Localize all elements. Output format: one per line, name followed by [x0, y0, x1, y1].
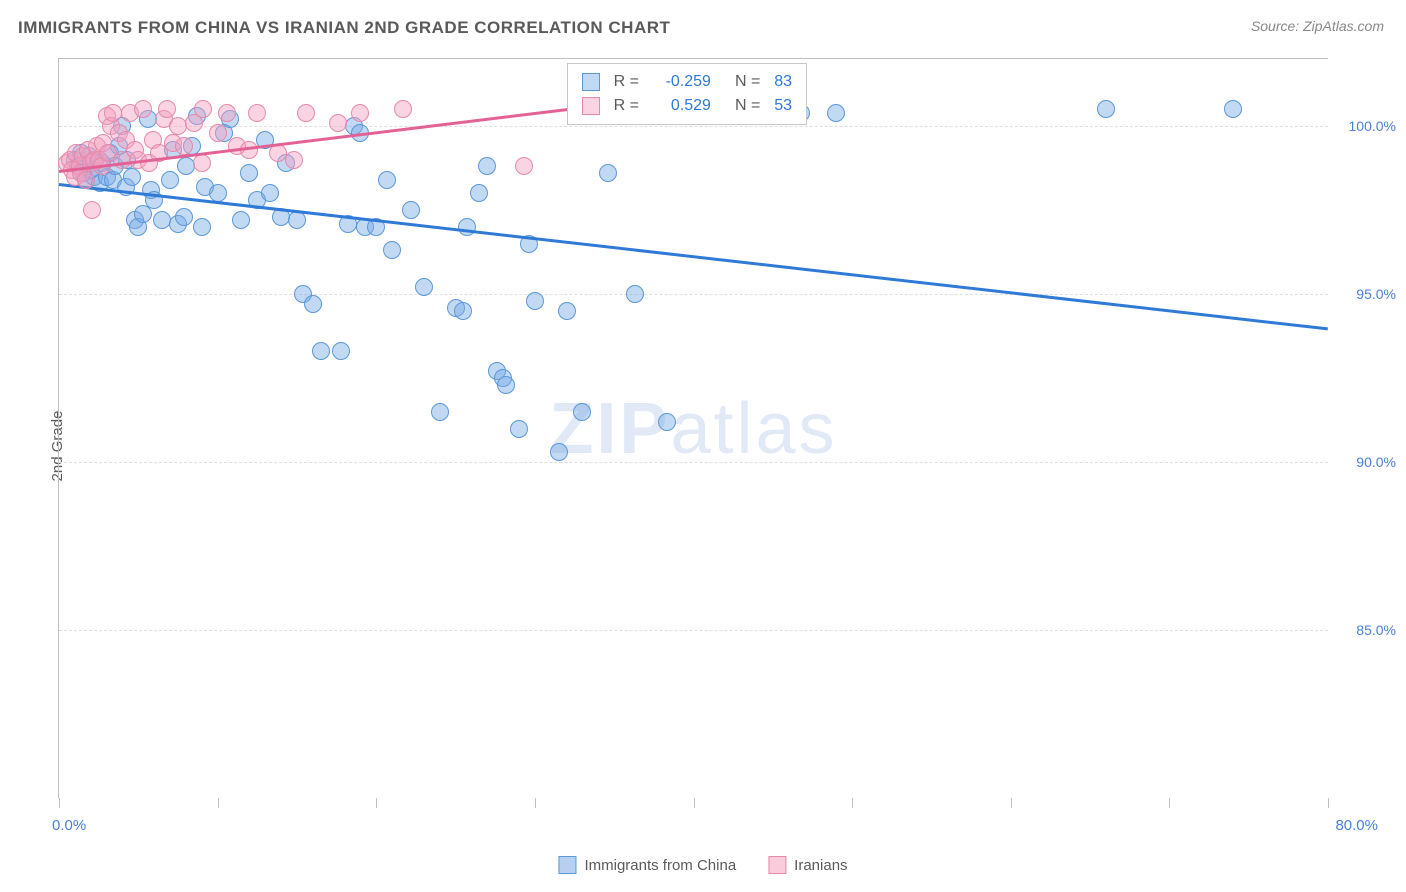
scatter-point — [1097, 100, 1115, 118]
watermark-bold: ZIP — [549, 389, 670, 469]
stat-n-value: 83 — [774, 73, 792, 91]
scatter-point — [402, 201, 420, 219]
grid-line — [59, 630, 1328, 631]
scatter-point — [261, 184, 279, 202]
legend-label: Immigrants from China — [584, 857, 736, 874]
x-tick — [852, 798, 853, 808]
scatter-point — [312, 342, 330, 360]
scatter-point — [454, 302, 472, 320]
x-tick — [694, 798, 695, 808]
stats-row: R = -0.259 N = 83 — [582, 70, 792, 94]
grid-line — [59, 462, 1328, 463]
trend-line — [59, 183, 1328, 330]
x-tick — [1169, 798, 1170, 808]
scatter-point — [497, 376, 515, 394]
scatter-point — [378, 171, 396, 189]
y-grid-label: 100.0% — [1349, 118, 1396, 134]
legend-item: Immigrants from China — [558, 856, 736, 874]
scatter-point — [193, 218, 211, 236]
grid-line — [59, 294, 1328, 295]
stat-n-value: 53 — [774, 97, 792, 115]
x-tick — [376, 798, 377, 808]
scatter-point — [209, 124, 227, 142]
stat-r-value: -0.259 — [653, 73, 711, 91]
scatter-point — [827, 104, 845, 122]
stat-r-label: R = — [614, 97, 639, 115]
scatter-point — [175, 208, 193, 226]
scatter-point — [626, 285, 644, 303]
x-axis-start-label: 0.0% — [52, 817, 86, 834]
scatter-point — [285, 151, 303, 169]
scatter-point — [123, 168, 141, 186]
legend: Immigrants from China Iranians — [558, 856, 847, 874]
stats-box: R = -0.259 N = 83 R = 0.529 N = 53 — [567, 63, 807, 125]
scatter-point — [383, 241, 401, 259]
scatter-point — [158, 100, 176, 118]
stat-r-value: 0.529 — [653, 97, 711, 115]
scatter-plot-area: ZIPatlas 100.0%95.0%90.0%85.0%R =-0.259N… — [58, 58, 1328, 798]
scatter-point — [394, 100, 412, 118]
scatter-point — [104, 104, 122, 122]
x-tick — [218, 798, 219, 808]
y-grid-label: 90.0% — [1356, 454, 1396, 470]
scatter-point — [193, 154, 211, 172]
legend-label: Iranians — [794, 857, 847, 874]
scatter-point — [415, 278, 433, 296]
legend-item: Iranians — [768, 856, 847, 874]
legend-swatch — [768, 856, 786, 874]
y-grid-label: 95.0% — [1356, 286, 1396, 302]
scatter-point — [134, 100, 152, 118]
scatter-point — [599, 164, 617, 182]
x-tick — [1328, 798, 1329, 808]
scatter-point — [515, 157, 533, 175]
scatter-point — [175, 137, 193, 155]
scatter-point — [431, 403, 449, 421]
legend-swatch — [558, 856, 576, 874]
scatter-point — [332, 342, 350, 360]
scatter-point — [232, 211, 250, 229]
scatter-point — [1224, 100, 1242, 118]
scatter-point — [550, 443, 568, 461]
scatter-point — [83, 201, 101, 219]
legend-swatch — [582, 73, 600, 91]
scatter-point — [510, 420, 528, 438]
scatter-point — [248, 104, 266, 122]
stats-row: R = 0.529 N = 53 — [582, 94, 792, 118]
scatter-point — [194, 100, 212, 118]
scatter-point — [558, 302, 576, 320]
scatter-point — [351, 104, 369, 122]
scatter-point — [526, 292, 544, 310]
scatter-point — [297, 104, 315, 122]
y-grid-label: 85.0% — [1356, 622, 1396, 638]
chart-title: IMMIGRANTS FROM CHINA VS IRANIAN 2ND GRA… — [18, 18, 670, 38]
scatter-point — [658, 413, 676, 431]
watermark-light: atlas — [670, 389, 837, 469]
scatter-point — [240, 164, 258, 182]
scatter-point — [573, 403, 591, 421]
scatter-point — [458, 218, 476, 236]
grid-line — [59, 126, 1328, 127]
watermark: ZIPatlas — [549, 388, 837, 470]
x-tick — [535, 798, 536, 808]
source-label: Source: ZipAtlas.com — [1251, 18, 1384, 34]
scatter-point — [470, 184, 488, 202]
scatter-point — [77, 171, 95, 189]
x-axis-end-label: 80.0% — [1335, 817, 1378, 834]
stat-n-label: N = — [735, 73, 760, 91]
scatter-point — [478, 157, 496, 175]
scatter-point — [304, 295, 322, 313]
stat-n-label: N = — [735, 97, 760, 115]
scatter-point — [329, 114, 347, 132]
x-tick — [59, 798, 60, 808]
scatter-point — [218, 104, 236, 122]
x-tick — [1011, 798, 1012, 808]
scatter-point — [161, 171, 179, 189]
stat-r-label: R = — [614, 73, 639, 91]
scatter-point — [288, 211, 306, 229]
legend-swatch — [582, 97, 600, 115]
